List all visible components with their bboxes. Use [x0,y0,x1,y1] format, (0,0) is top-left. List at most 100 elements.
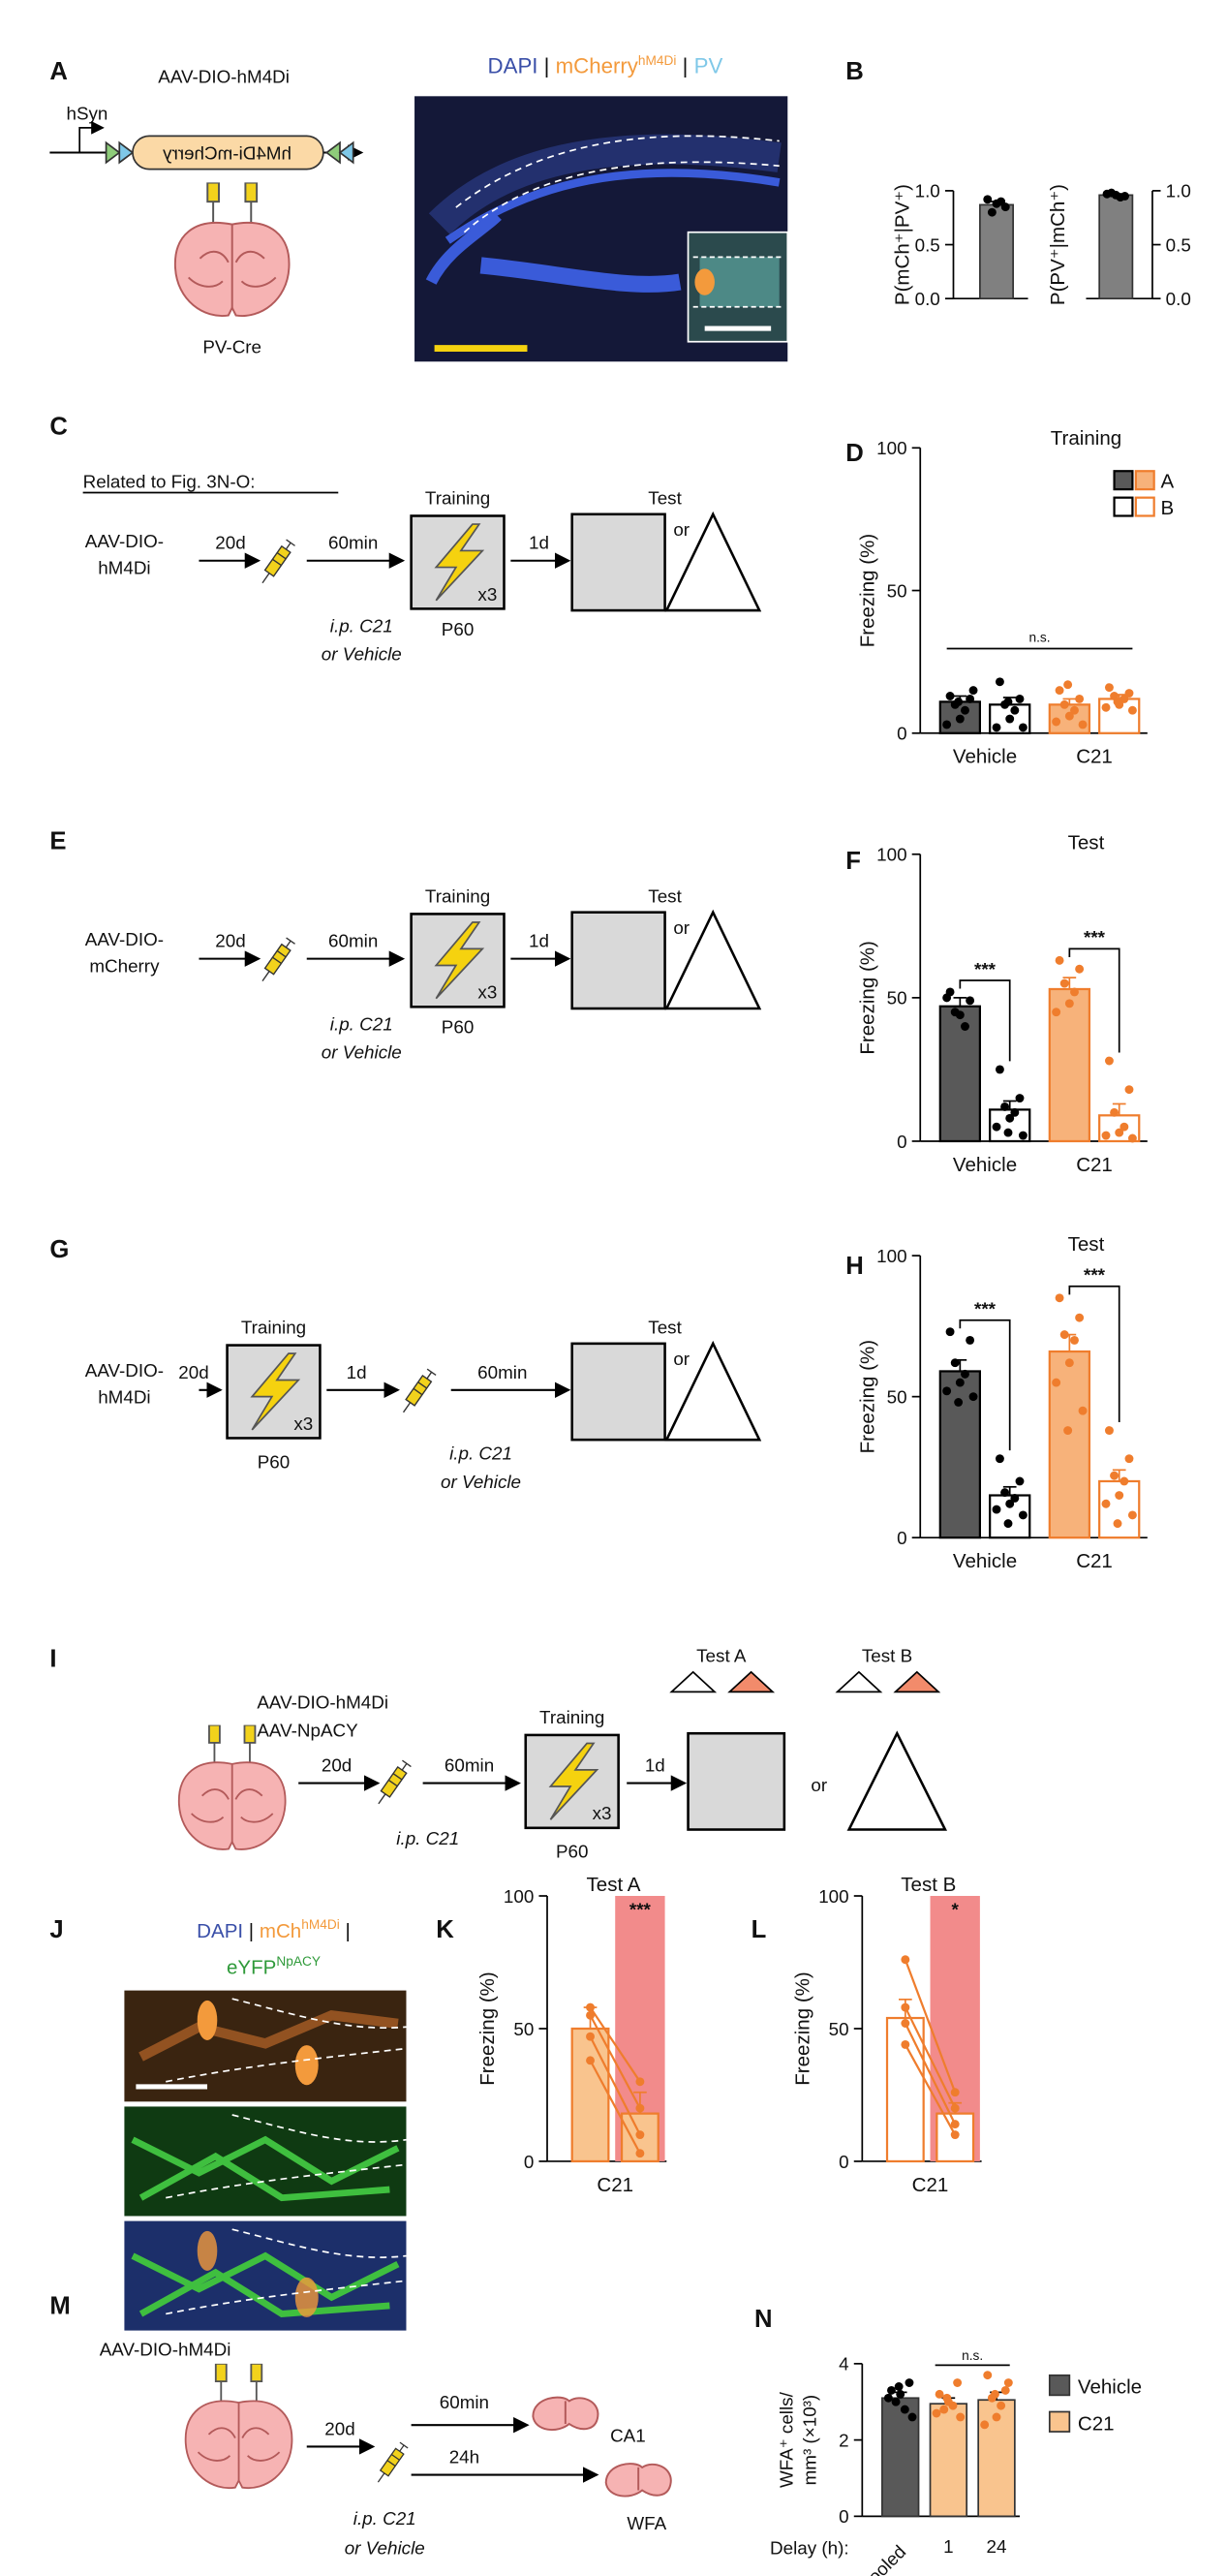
data-point [1111,190,1120,200]
syringe-icon [257,539,296,587]
bar [1098,194,1134,300]
data-point [1005,1113,1015,1123]
panel-label: N [754,2306,773,2333]
bar [885,2016,925,2163]
data-point [1064,711,1074,721]
panel-label: G [49,1236,69,1263]
label: i.p. C21 [449,1443,512,1464]
data-point [945,692,955,700]
data-point [945,1327,955,1337]
label: 20d [215,533,245,553]
context-triangle [664,1340,762,1442]
bar [938,1005,982,1143]
data-point [1055,686,1064,696]
label: Training [241,1318,306,1338]
data-point [1000,2385,1010,2395]
label: 1d [347,1362,367,1382]
gene-box [132,135,324,171]
virus-label: AAV-NpACY [257,1721,358,1741]
data-point [942,993,952,1003]
data-point [901,2019,910,2028]
x-tick-label: 24 [987,2536,1007,2557]
promoter-arrow [78,120,105,153]
y-tick-label: 0.5 [915,234,940,255]
chart-title: Test [1068,832,1105,854]
label: P60 [442,1017,475,1038]
label: or Vehicle [441,1472,521,1492]
y-axis-label: Freezing (%) [856,534,878,648]
data-point [905,2378,914,2387]
gene-label: hM4Di-mCherry [163,142,291,163]
bar [570,2027,610,2163]
data-point [980,2420,990,2430]
data-point [995,1065,1004,1074]
data-point [1059,978,1069,988]
label: 60min [328,533,378,553]
data-point [1003,1128,1013,1137]
annotation: *** [1084,1265,1106,1286]
data-point [968,686,978,696]
y-axis-label: Freezing (%) [856,1340,878,1454]
data-point [961,1369,969,1379]
panel-label: M [49,2292,70,2319]
stain-sup: hM4Di [301,1917,340,1932]
data-point [966,1335,975,1345]
y-tick-label: 100 [504,1886,534,1907]
virus-label: AAV-DIO-hM4Di [100,2339,231,2359]
bar [979,203,1014,300]
data-point [1124,1085,1134,1095]
data-point [992,1505,1001,1514]
x-tick-label: 1 [943,2536,953,2557]
data-point [1078,720,1088,729]
label: 20d [322,1755,352,1776]
annotation: n.s. [1028,631,1050,645]
stain: DAPI [197,1920,243,1942]
data-point [1052,717,1061,727]
micrograph [414,96,789,362]
y-tick-label: 50 [887,988,907,1009]
x-tick-label: Vehicle [953,1154,1017,1176]
data-point [950,2088,960,2097]
y-tick-label: 50 [513,2019,534,2039]
stain-title: eYFPNpACY [227,1954,321,1979]
label: x3 [477,982,497,1003]
data-point [955,714,965,724]
data-point [992,2412,1001,2422]
data-point [883,2393,893,2403]
data-point [968,1392,978,1402]
data-point [1003,697,1013,706]
label: P60 [258,1451,291,1472]
label: or Vehicle [322,643,402,664]
y-tick-label: 0 [839,2152,848,2172]
stain-title: DAPI | mChhM4Di | [197,1917,351,1942]
data-point [901,2002,910,2012]
context-icon [669,1670,718,1693]
syringe-icon [373,2441,409,2486]
context-triangle [664,909,762,1010]
chart-title: Test A [587,1874,641,1896]
data-point [1010,705,1020,715]
annotation: *** [629,1900,652,1920]
pair-line [589,2014,641,2109]
data-point [1115,1491,1124,1500]
data-point [1063,680,1073,690]
x-tick-label: C21 [1076,1154,1113,1176]
label: x3 [477,584,497,605]
context-triangle [664,511,762,612]
panel-label: F [845,848,861,875]
data-point [942,2393,952,2403]
data-point [635,2103,645,2113]
data-point [1064,999,1074,1009]
y-tick-label: 100 [876,438,906,458]
y-axis-label: Freezing (%) [476,1971,499,2086]
label: i.p. C21 [330,615,393,636]
data-point [1120,694,1129,703]
legend-label: A [1161,470,1175,492]
y-tick-label: 50 [829,2019,849,2039]
data-point [1113,697,1122,706]
data-point [955,1378,965,1387]
data-point [1059,1330,1069,1340]
data-point [966,996,975,1006]
data-point [635,2077,645,2087]
